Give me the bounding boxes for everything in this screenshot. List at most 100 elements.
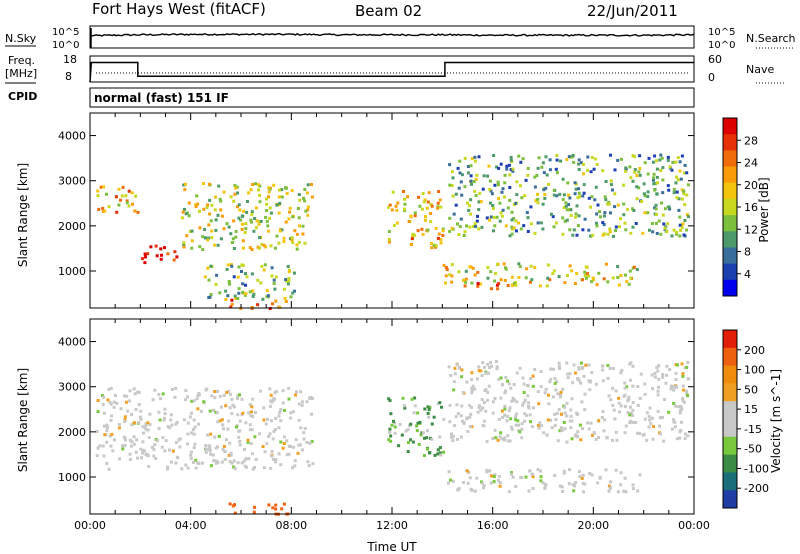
power-cell [504, 267, 508, 271]
power-cell [293, 289, 296, 293]
power-cell [265, 219, 269, 223]
velocity-cell [512, 383, 516, 386]
power-cell [640, 200, 644, 203]
velocity-cell [128, 438, 132, 442]
power-cell [629, 276, 633, 280]
velocity-cell [223, 457, 227, 461]
power-cell [236, 205, 239, 209]
velocity-cell [258, 432, 262, 436]
velocity-cell [190, 450, 193, 454]
power-cell [551, 272, 555, 276]
velocity-cell [403, 406, 407, 410]
velocity-cell [154, 457, 158, 460]
power-cell [675, 196, 679, 200]
velocity-cell [639, 372, 643, 376]
power-cell [448, 163, 452, 167]
power-cell [526, 173, 530, 177]
velocity-cell [468, 415, 472, 419]
velocity-cell [500, 383, 504, 387]
velocity-cell [581, 473, 585, 477]
velocity-cell [105, 461, 109, 465]
power-cell [628, 269, 632, 273]
velocity-cell [523, 419, 527, 423]
velocity-cell [488, 366, 492, 369]
power-cell [609, 153, 612, 157]
velocity-cell [569, 408, 573, 412]
velocity-cell [250, 405, 254, 409]
power-cell [674, 160, 678, 164]
velocity-cell [243, 448, 246, 451]
power-cell [290, 189, 294, 193]
power-cell [506, 284, 510, 287]
velocity-cell [536, 424, 540, 427]
power-cell [445, 268, 449, 272]
velocity-cell [527, 489, 531, 493]
velocity-cell [684, 432, 687, 436]
velocity-cell [230, 412, 234, 416]
velocity-cell [558, 484, 562, 488]
power-cell [289, 295, 293, 299]
power-cell [647, 156, 651, 160]
velocity-cell [586, 421, 590, 425]
velocity-cell [130, 423, 134, 427]
velocity-cell [432, 415, 436, 419]
velocity-cell [248, 428, 252, 432]
nave-tick-high: 60 [708, 53, 722, 66]
power-cell [173, 250, 177, 254]
velocity-cell [606, 376, 610, 380]
power-cell [292, 271, 296, 275]
velocity-cell [170, 423, 174, 427]
velocity-cell [400, 433, 404, 437]
velocity-cell [186, 432, 190, 436]
power-cell [175, 255, 179, 259]
power-cell [463, 185, 467, 189]
power-cell [144, 255, 147, 259]
velocity-cell [169, 460, 173, 464]
velocity-cell [416, 411, 420, 415]
power-cell [541, 161, 545, 165]
power-cell [465, 224, 469, 228]
power-cell [648, 228, 651, 232]
power-cell [182, 183, 186, 187]
velocity-cell [501, 416, 505, 419]
power-data [96, 153, 690, 310]
velocity-cell [477, 404, 481, 408]
velocity-cell [204, 444, 208, 447]
power-cell [208, 198, 212, 202]
colorbar-cell [723, 231, 737, 248]
velocity-cell [581, 427, 585, 431]
velocity-cell [636, 385, 640, 389]
colorbar-tick-label: 12 [744, 223, 758, 236]
velocity-cell [410, 397, 414, 401]
velocity-cell [416, 421, 420, 425]
power-cell [587, 228, 591, 232]
velocity-cell [132, 442, 136, 446]
velocity-cell [238, 439, 242, 443]
power-cell [477, 200, 481, 204]
velocity-cell [186, 466, 190, 470]
velocity-cell [514, 485, 518, 488]
velocity-cell [247, 411, 251, 415]
power-cell [497, 282, 501, 286]
power-cell [535, 174, 539, 177]
power-cell [261, 297, 265, 301]
velocity-cell [527, 401, 531, 405]
power-cell [270, 274, 274, 278]
power-cell [567, 203, 570, 207]
power-cell [277, 241, 281, 245]
power-cell [678, 160, 682, 164]
velocity-cell [96, 399, 100, 402]
velocity-cell [611, 367, 615, 370]
power-cell [658, 158, 662, 162]
velocity-cell [572, 489, 576, 493]
power-cell [297, 240, 301, 244]
velocity-cell [270, 449, 274, 453]
power-cell [555, 158, 559, 162]
power-cell [635, 174, 639, 177]
velocity-cell [579, 438, 583, 442]
power-cell [656, 181, 659, 185]
velocity-cell [438, 401, 442, 405]
velocity-cell [497, 474, 501, 478]
power-cell [439, 241, 443, 245]
velocity-cell [470, 391, 474, 395]
